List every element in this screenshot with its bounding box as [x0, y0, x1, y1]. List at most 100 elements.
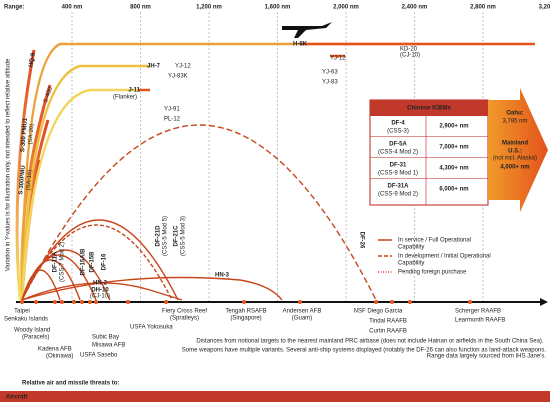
arrow-text: U.S.:: [508, 149, 522, 155]
plane-icon: [282, 22, 332, 38]
target-point: [94, 300, 98, 304]
icbm-name: DF-5A: [389, 142, 407, 148]
target-label: Senkaku Islands: [4, 317, 48, 323]
table-frame: [369, 99, 489, 206]
target-point: [298, 300, 302, 304]
sam-label: S-400: [43, 86, 54, 104]
note: Distances from notional targets to the n…: [196, 339, 544, 345]
missile-label: DF-16: [102, 253, 108, 270]
target-point: [390, 300, 394, 304]
aircraft-label: PL-12: [164, 117, 181, 123]
sam-label: S-300PMU: [18, 165, 27, 195]
target-label: (Spratleys): [170, 316, 199, 322]
sam-label: (SA-20): [28, 123, 36, 144]
icbm-name: DF-4: [391, 121, 405, 127]
target-point: [20, 300, 24, 304]
legend-label: In development / Initial Operational: [398, 254, 491, 260]
legend-label: Capability: [398, 245, 424, 251]
icbm-range: 6,000+ nm: [439, 187, 468, 193]
target-label: Subic Bay: [92, 335, 119, 341]
legend: [378, 239, 392, 273]
target-label: (Paracels): [22, 335, 49, 341]
missile-label: (CSS-5 Mod 3): [181, 216, 187, 256]
target-label: Fiery Cross Reef: [162, 309, 207, 315]
line: [20, 88, 138, 301]
arc: [21, 124, 377, 301]
target-label: Andersen AFB: [283, 309, 322, 315]
target-label: USFA Sasebo: [80, 353, 118, 359]
table-header: [370, 100, 488, 116]
line: [20, 42, 420, 301]
arc: [15, 49, 36, 301]
sam-label: HQ-9: [28, 52, 37, 68]
target-point: [72, 300, 76, 304]
aircraft-label: (Flanker): [113, 95, 137, 101]
icbm-code: (CSS-3): [387, 129, 409, 135]
aircraft-label: J-11: [128, 88, 140, 94]
target-label: Scherger RAAFB: [455, 309, 501, 315]
target-label: NSF Diego Garcia: [354, 309, 403, 315]
aircraft-label: (CJ-10): [400, 53, 420, 59]
legend-label: In service / Full Operational: [398, 238, 471, 244]
aircraft-label: YJ-63: [322, 70, 338, 76]
legend-label: Capability: [398, 261, 424, 267]
target-point: [468, 300, 472, 304]
missile-label: DF-21C: [174, 225, 180, 247]
icbm-code: (CSS-9 Mod 1): [378, 171, 418, 177]
icbm-range: 2,900+ nm: [439, 124, 468, 130]
range-tick-label: 400 nm: [62, 5, 83, 11]
labels: Range: 400 nm 800 nm 1,200 nm 1,600 nm 2,000 …: [4, 5, 550, 401]
target-point: [34, 300, 38, 304]
icbm-range: 7,000+ nm: [439, 145, 468, 151]
icbm-code: (CSS-9 Mod 2): [378, 192, 418, 198]
range-tick-label: 2,000 nm: [333, 5, 359, 11]
footer-heading: Relative air and missile threats to:: [22, 381, 119, 387]
range-tick-label: 2,800 nm: [470, 5, 496, 11]
arrow-text: Mainland: [502, 141, 528, 147]
axis-arrow: [540, 298, 548, 306]
footer-tab: [0, 391, 550, 402]
table-title: Chinese ICBMs: [407, 106, 451, 112]
arrow-text: 4,000+ nm: [500, 165, 529, 171]
arrow-text: 3,785 nm: [502, 119, 527, 125]
arrow-text: (not incl. Alaska): [493, 156, 537, 162]
target-label: Tengah RSAFB: [225, 309, 266, 315]
target-label: (Okinawa): [46, 354, 73, 360]
range-tick-label: 1,600 nm: [265, 5, 291, 11]
label: Range:: [4, 5, 24, 11]
note: Some weapons have multiple variants. Sev…: [182, 348, 547, 354]
note: Range data largely sourced from IHS Jane…: [427, 354, 547, 360]
arc: [21, 276, 283, 301]
aircraft-label: YJ-83K: [168, 74, 188, 80]
target-label: Misawa AFB: [92, 343, 125, 349]
aircraft-label: H-6K: [293, 42, 308, 48]
range-tick-label: 1,200 nm: [196, 5, 222, 11]
target-label: Taipei: [14, 309, 30, 315]
icbm-name: DF-31A: [387, 184, 409, 190]
aircraft-label: YJ-12: [175, 64, 191, 70]
target-label: USFA Yokosuka: [130, 325, 173, 331]
target-point: [53, 300, 57, 304]
range-arrow: [488, 88, 548, 212]
range-tick-label: 3,200 nm: [539, 5, 550, 11]
target-point: [408, 300, 412, 304]
aircraft-label: JH-7: [147, 64, 161, 70]
target-point: [88, 300, 92, 304]
icbm-name: DF-31: [390, 163, 407, 169]
target-label: (Singapore): [230, 316, 261, 322]
missile-label: DF-15A/B: [81, 248, 87, 276]
sam-label: (SA-10): [26, 169, 34, 190]
target-label: Woody Island: [14, 328, 50, 334]
target-point: [164, 300, 168, 304]
aircraft-label: YJ-12: [330, 56, 346, 62]
target-point: [126, 300, 130, 304]
line: [20, 64, 150, 301]
icbm-table: [369, 99, 489, 206]
target-label: (Guam): [292, 316, 312, 322]
ballistic-arcs: [21, 124, 377, 301]
y-note: Variation in Y-values is for illustratio…: [6, 58, 12, 271]
target-point: [374, 300, 378, 304]
missile-label: (CJ-10): [90, 294, 110, 300]
missile-label: HN-2: [93, 281, 108, 287]
